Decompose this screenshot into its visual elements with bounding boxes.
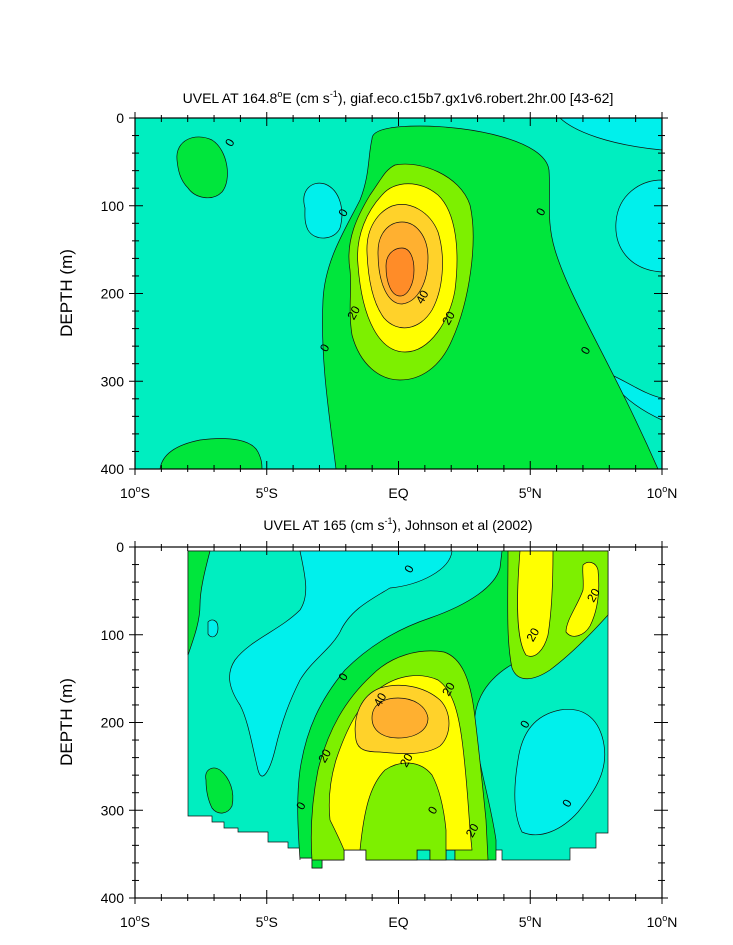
p1-fill-below-neg10-b xyxy=(615,179,662,273)
panel-2-ticks xyxy=(129,541,668,904)
x-tick-label: 5oN xyxy=(519,484,542,501)
contour-label-text: 20 xyxy=(439,680,458,699)
panel-1-title: UVEL AT 164.8oE (cm s-1), giaf.eco.c15b7… xyxy=(183,89,614,106)
x-tick-label: 5oS xyxy=(256,913,278,930)
x-tick-label: EQ xyxy=(388,914,408,930)
panel-2-y-axis-title: DEPTH (m) xyxy=(57,678,76,766)
x-tick-label: 10oS xyxy=(120,484,150,501)
contour-label-text: 20 xyxy=(315,746,334,765)
p2-fill-below-neg10-b xyxy=(514,708,606,836)
x-tick-label: 10oS xyxy=(120,913,150,930)
p2-fill-20-30-upper-right-b xyxy=(565,561,600,637)
x-tick-label: EQ xyxy=(388,485,408,501)
y-tick-label: 0 xyxy=(116,539,124,555)
contour-label: 20 xyxy=(523,625,542,644)
y-tick-label: 100 xyxy=(101,627,125,643)
contour-label: 20 xyxy=(584,586,603,605)
contour-label-text: 20 xyxy=(463,821,482,840)
contour-label: 20 xyxy=(439,680,458,699)
contour-label-text: 20 xyxy=(439,309,458,328)
y-tick-label: 300 xyxy=(101,802,125,818)
contour-label: 40 xyxy=(413,287,432,306)
contour-label-text: 20 xyxy=(397,751,416,770)
panel-1-model: UVEL AT 164.8oE (cm s-1), giaf.eco.c15b7… xyxy=(57,89,677,501)
y-tick-label: 400 xyxy=(101,890,125,906)
p1-fill-0-10-blob xyxy=(176,136,228,199)
contour-label: 20 xyxy=(397,751,416,770)
panel-1-y-axis-title: DEPTH (m) xyxy=(57,249,76,337)
contour-label-text: 20 xyxy=(523,625,542,644)
panel-2-observed: UVEL AT 165 (cm s-1), Johnson et al (200… xyxy=(57,516,677,930)
x-tick-label: 10oN xyxy=(647,484,678,501)
y-tick-label: 200 xyxy=(101,715,125,731)
p1-fill-0-10-bottom xyxy=(159,438,263,469)
contour-label-text: 40 xyxy=(371,690,390,709)
contour-label: 20 xyxy=(315,746,334,765)
panel-2-tick-labels: 0 100 200 300 400 10oS 5oS EQ 5oN 10oN xyxy=(101,539,678,930)
p1-fill-above-50 xyxy=(385,247,415,297)
y-tick-label: 200 xyxy=(101,286,125,302)
panel-1-tick-labels: 0 100 200 300 400 10oS 5oS EQ 5oN 10oN xyxy=(101,110,678,501)
p1-fill-below-neg10-a xyxy=(303,182,343,239)
p1-fill-below-neg10-c xyxy=(559,118,662,151)
p2-fill-0-10-left-deep xyxy=(205,767,234,814)
p2-fill-below-neg10-d xyxy=(207,619,219,638)
x-tick-label: 10oN xyxy=(647,913,678,930)
p2-fill-above-40 xyxy=(371,697,429,739)
contour-label-text: 20 xyxy=(584,586,603,605)
contour-label-text: 40 xyxy=(413,287,432,306)
panel-2-title: UVEL AT 165 (cm s-1), Johnson et al (200… xyxy=(263,516,532,533)
contour-label-text: 20 xyxy=(344,303,363,322)
contour-label: 20 xyxy=(439,309,458,328)
y-tick-label: 0 xyxy=(116,110,124,126)
panel-1-ticks xyxy=(129,112,668,475)
contour-label: 40 xyxy=(371,690,390,709)
p2-fill-0-10-left xyxy=(187,550,211,656)
p2-fill-below-neg10-a xyxy=(229,550,453,777)
contour-label: 20 xyxy=(344,303,363,322)
contour-label: 20 xyxy=(463,821,482,840)
x-tick-label: 5oN xyxy=(519,913,542,930)
y-tick-label: 300 xyxy=(101,373,125,389)
y-tick-label: 100 xyxy=(101,198,125,214)
p2-fill-20-30-upper-right-a xyxy=(517,550,554,657)
panel-1-contours xyxy=(135,118,662,469)
x-tick-label: 5oS xyxy=(256,484,278,501)
y-tick-label: 400 xyxy=(101,461,125,477)
panel-2-contours xyxy=(187,550,609,869)
